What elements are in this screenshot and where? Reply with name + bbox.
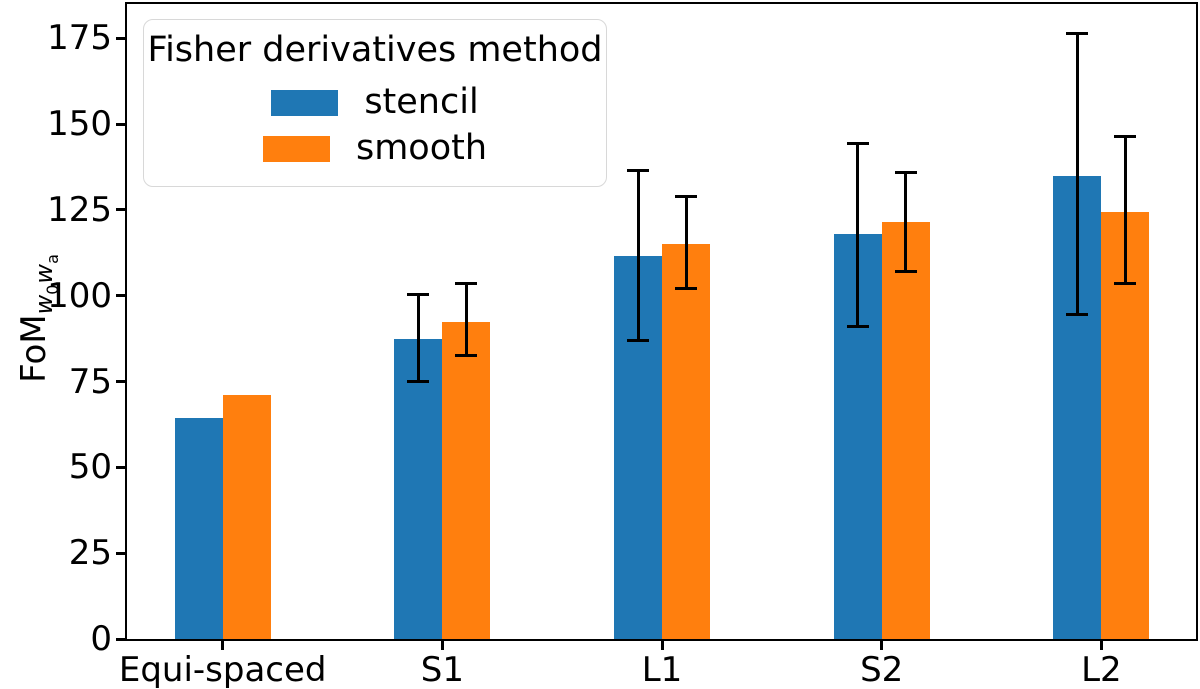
legend-item-smooth: smooth [262,128,488,169]
error-bar-stencil-l2-bottom-cap [1066,313,1089,317]
y-tick [116,208,125,212]
y-tick [116,551,125,555]
bar-smooth-equi-spaced [222,395,271,639]
error-bar-smooth-l1-top-cap [675,194,698,198]
y-tick-label: 150 [47,104,112,145]
y-tick-label: 25 [68,533,112,574]
x-tick-label-equi-spaced: Equi-spaced [118,650,327,689]
x-tick-label-s2: S2 [860,650,904,689]
bar-smooth-l1 [662,244,711,639]
error-bar-smooth-s1-bottom-cap [455,354,478,358]
bar-smooth-s2 [881,221,930,639]
x-tick [660,641,664,650]
x-tick-label-l1: L1 [641,650,683,689]
y-tick [116,465,125,469]
error-bar-stencil-s1-bottom-cap [407,380,430,384]
legend-swatch-stencil [271,89,339,116]
error-bar-stencil-l1 [636,170,640,341]
legend-label-smooth: smooth [355,128,488,169]
y-tick-label: 0 [90,619,112,659]
bar-stencil-s1 [394,338,443,639]
bar-smooth-s1 [442,321,491,639]
error-bar-smooth-l2-top-cap [1114,134,1137,138]
y-tick [116,637,125,641]
error-bar-stencil-s1 [416,294,420,382]
error-bar-stencil-s2 [856,143,860,327]
x-tick [880,641,884,650]
error-bar-stencil-s1-top-cap [407,292,430,296]
legend-swatch-smooth [262,135,330,162]
legend-item-stencil: stencil [271,82,479,123]
legend-label-stencil: stencil [364,82,479,123]
legend-title: Fisher derivatives method [147,30,603,70]
y-tick [116,122,125,126]
error-bar-smooth-l2-bottom-cap [1114,282,1137,286]
error-bar-smooth-s1 [464,283,468,356]
error-bar-smooth-l2 [1123,136,1127,284]
error-bar-stencil-l1-bottom-cap [627,338,650,342]
y-tick-label: 125 [47,189,112,230]
y-tick-label: 100 [47,275,112,316]
x-tick-label-s1: S1 [420,650,464,689]
x-tick-label-l2: L2 [1081,650,1122,689]
error-bar-smooth-l1 [684,196,688,289]
y-tick-label: 75 [68,361,112,402]
error-bar-smooth-s1-top-cap [455,282,478,286]
legend: Fisher derivatives method stencil smooth [143,19,607,187]
y-tick [116,36,125,40]
y-tick [116,294,125,298]
y-tick-label: 50 [68,447,112,488]
y-tick-label: 175 [47,18,112,59]
bar-stencil-equi-spaced [174,417,223,639]
error-bar-stencil-s2-top-cap [846,141,869,145]
error-bar-smooth-l1-bottom-cap [675,287,698,291]
error-bar-stencil-s2-bottom-cap [846,325,869,329]
error-bar-stencil-l2 [1075,33,1079,315]
error-bar-smooth-s2 [904,172,908,272]
error-bar-stencil-l1-top-cap [627,168,650,172]
x-tick [221,641,225,650]
error-bar-smooth-s2-top-cap [894,170,917,174]
error-bar-smooth-s2-bottom-cap [894,270,917,274]
x-tick [440,641,444,650]
x-tick [1099,641,1103,650]
error-bar-stencil-l2-top-cap [1066,31,1089,35]
y-tick [116,380,125,384]
